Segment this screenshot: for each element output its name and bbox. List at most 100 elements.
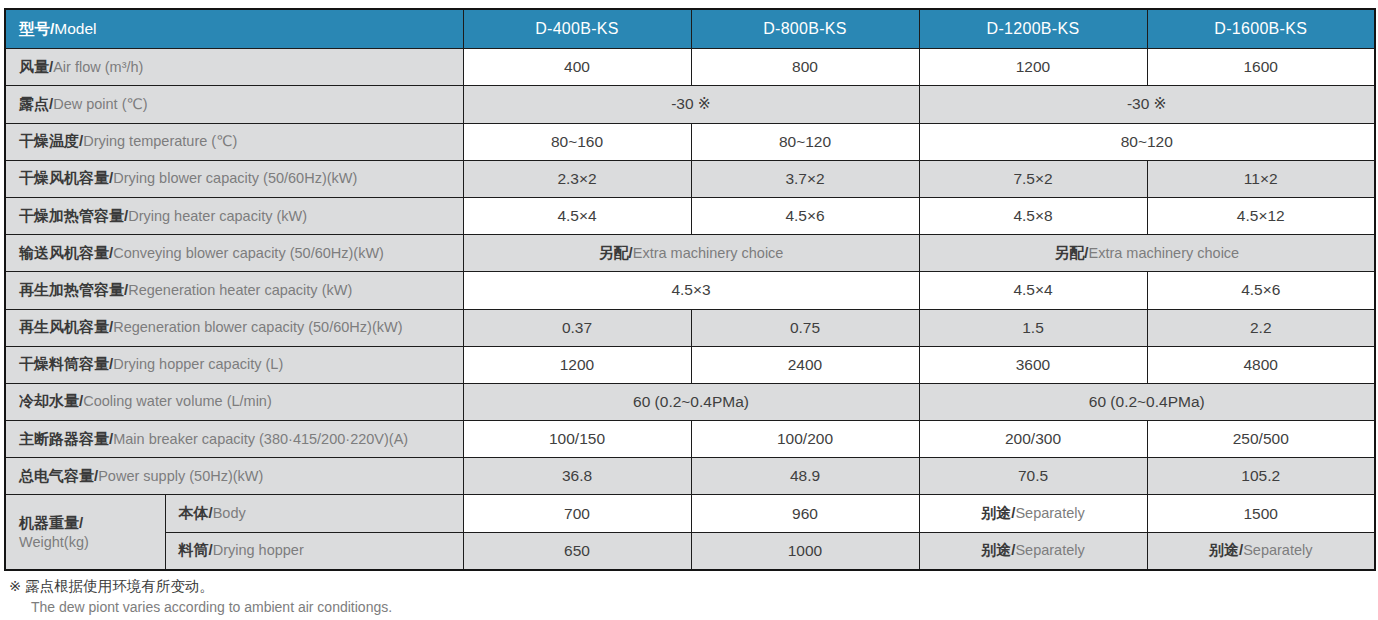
cell-drying-blower-2: 7.5×2: [919, 160, 1147, 197]
cell-drying-blower-3: 11×2: [1147, 160, 1375, 197]
header-cell-d1600: D-1600B-KS: [1147, 9, 1375, 49]
cell-main-breaker-3: 250/500: [1147, 421, 1375, 458]
row-main-breaker: 主断路器容量/Main breaker capacity (380·415/20…: [5, 421, 1375, 458]
cell-drying-blower-1: 3.7×2: [691, 160, 919, 197]
cell-air-flow-0: 400: [463, 49, 691, 86]
footnote-line-zh: ※ 露点根据使用环境有所变动。: [9, 577, 1378, 596]
row-label-zh: 干燥加热管容量/: [19, 207, 128, 224]
cell-air-flow-2: 1200: [919, 49, 1147, 86]
cell-drying-blower-0: 2.3×2: [463, 160, 691, 197]
cell-conveying-blower-1: 另配/Extra machinery choice: [919, 235, 1375, 272]
catalog-page: 型号/Model D-400B-KS D-800B-KS D-1200B-KS …: [0, 0, 1378, 615]
cell-weight-hopper-0: 650: [463, 532, 691, 570]
cell-power-supply-1: 48.9: [691, 458, 919, 495]
cell-drying-heater-2: 4.5×8: [919, 197, 1147, 234]
cell-air-flow-1: 800: [691, 49, 919, 86]
cell-dew-point-1: -30 ※: [919, 86, 1375, 123]
row-regen-heater: 再生加热管容量/Regeneration heater capacity (kW…: [5, 272, 1375, 309]
footnote: ※ 露点根据使用环境有所变动。 The dew piont varies acc…: [9, 577, 1378, 615]
cell-cooling-water-0: 60 (0.2~0.4PMa): [463, 383, 919, 420]
cell-dew-point-0: -30 ※: [463, 86, 919, 123]
row-label-zh: 干燥料筒容量/: [19, 355, 113, 372]
cell-main-breaker-0: 100/150: [463, 421, 691, 458]
cell-weight-body-3: 1500: [1147, 495, 1375, 532]
row-label-zh: 露点/: [19, 95, 53, 112]
row-label-en: Regeneration heater capacity (kW): [128, 282, 352, 298]
cell-weight-hopper-3: 别途/Separately: [1147, 532, 1375, 570]
row-label-en: Drying blower capacity (50/60Hz)(kW): [113, 170, 357, 186]
row-label-en: Air flow (m³/h): [53, 59, 143, 75]
row-air-flow: 风量/Air flow (m³/h) 400 800 1200 1600: [5, 49, 1375, 86]
cell-power-supply-2: 70.5: [919, 458, 1147, 495]
row-label-main-breaker: 主断路器容量/Main breaker capacity (380·415/20…: [5, 421, 463, 458]
cell-value-zh: 别途/: [981, 504, 1015, 521]
row-label-zh: 输送风机容量/: [19, 244, 113, 261]
row-drying-blower: 干燥风机容量/Drying blower capacity (50/60Hz)(…: [5, 160, 1375, 197]
row-label-cooling-water: 冷却水量/Cooling water volume (L/min): [5, 383, 463, 420]
row-label-en: Drying hopper capacity (L): [113, 356, 283, 372]
header-cell-d400: D-400B-KS: [463, 9, 691, 49]
cell-value-en: Separately: [1015, 542, 1084, 558]
row-label-weight: 机器重量/ Weight(kg): [5, 495, 165, 570]
row-drying-heater: 干燥加热管容量/Drying heater capacity (kW) 4.5×…: [5, 197, 1375, 234]
cell-drying-heater-3: 4.5×12: [1147, 197, 1375, 234]
cell-value-en: Extra machinery choice: [633, 245, 784, 261]
cell-regen-blower-0: 0.37: [463, 309, 691, 346]
cell-air-flow-3: 1600: [1147, 49, 1375, 86]
row-sublabel-zh: 料筒/: [179, 541, 213, 558]
cell-regen-heater-2: 4.5×6: [1147, 272, 1375, 309]
cell-weight-body-1: 960: [691, 495, 919, 532]
row-label-zh: 机器重量/: [19, 514, 83, 531]
row-label-zh: 干燥风机容量/: [19, 169, 113, 186]
cell-drying-hopper-1: 2400: [691, 346, 919, 383]
spec-table: 型号/Model D-400B-KS D-800B-KS D-1200B-KS …: [4, 8, 1376, 571]
row-label-en: Regeneration blower capacity (50/60Hz)(k…: [113, 319, 402, 335]
row-label-drying-heater: 干燥加热管容量/Drying heater capacity (kW): [5, 197, 463, 234]
cell-power-supply-0: 36.8: [463, 458, 691, 495]
row-label-regen-blower: 再生风机容量/Regeneration blower capacity (50/…: [5, 309, 463, 346]
header-model-label-zh: 型号/: [19, 20, 54, 37]
row-label-air-flow: 风量/Air flow (m³/h): [5, 49, 463, 86]
cell-value-zh: 别途/: [981, 541, 1015, 558]
row-label-en: Power supply (50Hz)(kW): [98, 468, 263, 484]
row-label-power-supply: 总电气容量/Power supply (50Hz)(kW): [5, 458, 463, 495]
row-label-en: Cooling water volume (L/min): [83, 393, 272, 409]
row-sublabel-en: Body: [213, 505, 246, 521]
row-label-conveying-blower: 输送风机容量/Conveying blower capacity (50/60H…: [5, 235, 463, 272]
cell-regen-blower-2: 1.5: [919, 309, 1147, 346]
header-cell-d800: D-800B-KS: [691, 9, 919, 49]
cell-drying-hopper-0: 1200: [463, 346, 691, 383]
row-label-zh: 总电气容量/: [19, 467, 98, 484]
row-conveying-blower: 输送风机容量/Conveying blower capacity (50/60H…: [5, 235, 1375, 272]
row-label-en: Drying temperature (℃): [83, 133, 237, 149]
row-label-regen-heater: 再生加热管容量/Regeneration heater capacity (kW…: [5, 272, 463, 309]
row-regen-blower: 再生风机容量/Regeneration blower capacity (50/…: [5, 309, 1375, 346]
cell-value-zh: 别途/: [1209, 541, 1243, 558]
cell-value-zh: 另配/: [599, 244, 633, 261]
cell-weight-body-2: 别途/Separately: [919, 495, 1147, 532]
row-drying-hopper: 干燥料筒容量/Drying hopper capacity (L) 1200 2…: [5, 346, 1375, 383]
row-label-en: Main breaker capacity (380·415/200·220V)…: [113, 431, 408, 447]
cell-regen-blower-1: 0.75: [691, 309, 919, 346]
row-label-drying-blower: 干燥风机容量/Drying blower capacity (50/60Hz)(…: [5, 160, 463, 197]
cell-drying-temp-1: 80~120: [691, 123, 919, 160]
cell-cooling-water-1: 60 (0.2~0.4PMa): [919, 383, 1375, 420]
row-label-zh: 再生风机容量/: [19, 318, 113, 335]
row-weight-hopper: 料筒/Drying hopper 650 1000 别途/Separately …: [5, 532, 1375, 570]
cell-value-en: Separately: [1243, 542, 1312, 558]
cell-regen-heater-0: 4.5×3: [463, 272, 919, 309]
cell-drying-temp-0: 80~160: [463, 123, 691, 160]
cell-drying-temp-2: 80~120: [919, 123, 1375, 160]
footnote-line-en: The dew piont varies according to ambien…: [9, 599, 1378, 615]
row-label-drying-hopper: 干燥料筒容量/Drying hopper capacity (L): [5, 346, 463, 383]
row-label-zh: 干燥温度/: [19, 132, 83, 149]
row-dew-point: 露点/Dew point (℃) -30 ※ -30 ※: [5, 86, 1375, 123]
cell-drying-heater-1: 4.5×6: [691, 197, 919, 234]
cell-weight-hopper-1: 1000: [691, 532, 919, 570]
row-label-drying-temp: 干燥温度/Drying temperature (℃): [5, 123, 463, 160]
row-label-en: Dew point (℃): [53, 96, 147, 112]
row-sublabel-body: 本体/Body: [165, 495, 463, 532]
row-drying-temp: 干燥温度/Drying temperature (℃) 80~160 80~12…: [5, 123, 1375, 160]
row-label-en: Drying heater capacity (kW): [128, 208, 307, 224]
row-cooling-water: 冷却水量/Cooling water volume (L/min) 60 (0.…: [5, 383, 1375, 420]
